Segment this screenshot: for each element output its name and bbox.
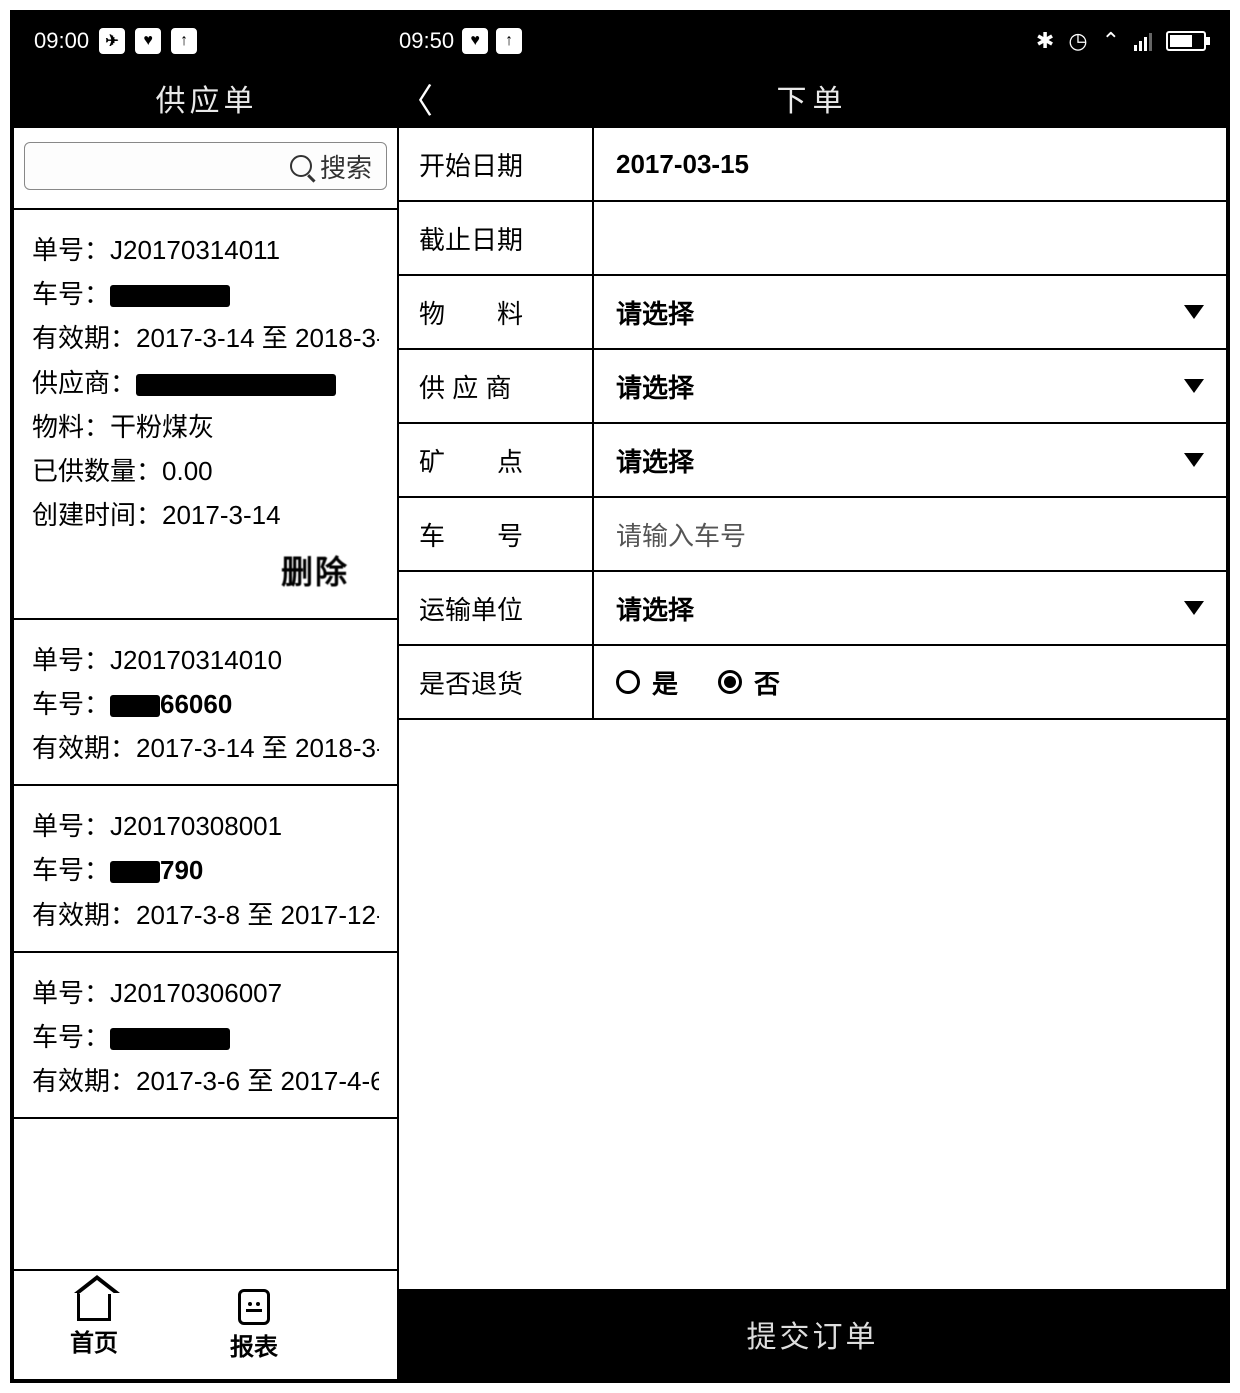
submit-button[interactable]: 提交订单 xyxy=(399,1289,1226,1379)
order-card[interactable]: 单号：J20170314011车号：有效期：2017-3-14 至 2018-3… xyxy=(14,210,397,620)
row-return: 是否退货 是 否 xyxy=(399,646,1226,720)
label-start-date: 开始日期 xyxy=(399,128,594,200)
value-mine: 请选择 xyxy=(616,442,694,479)
chevron-down-icon xyxy=(1184,601,1204,615)
row-end-date[interactable]: 截止日期 xyxy=(399,202,1226,276)
label-supplier: 供 应 商 xyxy=(399,350,594,422)
order-list: 单号：J20170314011车号：有效期：2017-3-14 至 2018-3… xyxy=(14,210,397,1269)
radio-yes-label: 是 xyxy=(652,664,678,701)
report-icon xyxy=(238,1289,270,1325)
nav-report-label: 报表 xyxy=(230,1327,278,1362)
nav-home-label: 首页 xyxy=(70,1323,118,1358)
chevron-down-icon xyxy=(1184,379,1204,393)
row-transport[interactable]: 运输单位 请选择 xyxy=(399,572,1226,646)
chevron-down-icon xyxy=(1184,305,1204,319)
submit-label: 提交订单 xyxy=(747,1312,879,1356)
row-material[interactable]: 物 料 请选择 xyxy=(399,276,1226,350)
search-placeholder: 搜索 xyxy=(320,148,372,185)
home-icon xyxy=(77,1293,111,1321)
label-car: 车 号 xyxy=(399,498,594,570)
search-icon xyxy=(290,155,312,177)
title-bar: 供应单 〈 下单 xyxy=(14,68,1226,128)
clock-icon: ◷ xyxy=(1068,28,1087,54)
title-left: 供应单 xyxy=(14,76,399,120)
search-input[interactable]: 搜索 xyxy=(24,142,387,190)
status-bar: 09:00 ✈ ♥ ↑ 09:50 ♥ ↑ ✱ ◷ ⌃ xyxy=(14,14,1226,68)
value-supplier: 请选择 xyxy=(616,368,694,405)
wifi-icon: ⌃ xyxy=(1102,28,1120,54)
row-car[interactable]: 车 号 请输入车号 xyxy=(399,498,1226,572)
row-mine[interactable]: 矿 点 请选择 xyxy=(399,424,1226,498)
order-form: 开始日期 2017-03-15 截止日期 物 料 请选择 供 应 商 请选择 矿… xyxy=(399,128,1226,720)
nav-report[interactable]: 报表 xyxy=(174,1289,334,1362)
order-card[interactable]: 单号：J20170314010车号：66060有效期：2017-3-14 至 2… xyxy=(14,620,397,787)
nav-home[interactable]: 首页 xyxy=(14,1293,174,1358)
row-supplier[interactable]: 供 应 商 请选择 xyxy=(399,350,1226,424)
label-mine: 矿 点 xyxy=(399,424,594,496)
label-end-date: 截止日期 xyxy=(399,202,594,274)
status-icon: ↑ xyxy=(171,28,197,54)
radio-no-label: 否 xyxy=(754,664,780,701)
row-start-date[interactable]: 开始日期 2017-03-15 xyxy=(399,128,1226,202)
value-start-date: 2017-03-15 xyxy=(616,149,749,180)
title-right: 下单 xyxy=(449,76,1176,120)
delete-button[interactable]: 删除 xyxy=(281,554,349,590)
signal-icon xyxy=(1134,31,1152,51)
label-transport: 运输单位 xyxy=(399,572,594,644)
radio-no[interactable]: 否 xyxy=(718,664,780,701)
bluetooth-icon: ✱ xyxy=(1036,28,1054,54)
status-icon: ♥ xyxy=(135,28,161,54)
status-icon: ↑ xyxy=(496,28,522,54)
order-card[interactable]: 单号：J20170306007车号：有效期：2017-3-6 至 2017-4-… xyxy=(14,953,397,1120)
radio-yes[interactable]: 是 xyxy=(616,664,678,701)
label-return: 是否退货 xyxy=(399,646,594,718)
placeholder-car: 请输入车号 xyxy=(616,516,746,553)
status-icon: ✈ xyxy=(99,28,125,54)
value-transport: 请选择 xyxy=(616,590,694,627)
back-button[interactable]: 〈 xyxy=(399,74,449,123)
order-card[interactable]: 单号：J20170308001车号：790有效期：2017-3-8 至 2017… xyxy=(14,786,397,953)
label-material: 物 料 xyxy=(399,276,594,348)
right-pane: 开始日期 2017-03-15 截止日期 物 料 请选择 供 应 商 请选择 矿… xyxy=(399,128,1226,1379)
battery-icon xyxy=(1166,31,1206,51)
status-icon: ♥ xyxy=(462,28,488,54)
chevron-down-icon xyxy=(1184,453,1204,467)
left-pane: 搜索 单号：J20170314011车号：有效期：2017-3-14 至 201… xyxy=(14,128,399,1379)
bottom-nav: 首页 报表 xyxy=(14,1269,397,1379)
value-material: 请选择 xyxy=(616,294,694,331)
status-time-left: 09:00 xyxy=(34,28,89,54)
status-time-mid: 09:50 xyxy=(399,28,454,54)
